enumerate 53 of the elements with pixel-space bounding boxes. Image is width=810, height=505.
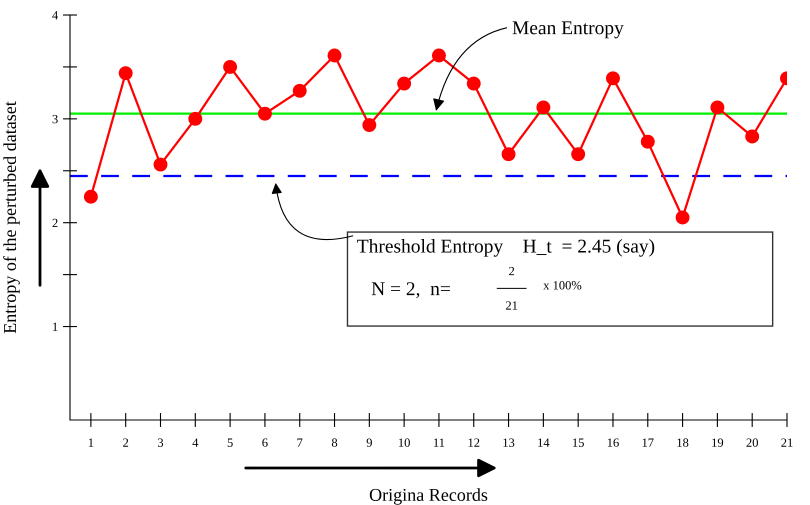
point	[710, 100, 724, 114]
annotation: 2	[509, 266, 514, 276]
point	[292, 84, 307, 98]
x-tick-label: 13	[503, 438, 514, 447]
x-tick-label: 20	[746, 438, 758, 447]
point	[432, 48, 446, 62]
point	[640, 134, 655, 149]
x-tick-label: 10	[398, 438, 410, 447]
point	[223, 60, 238, 74]
x-tick-label: 19	[712, 438, 724, 447]
x-axis-title: Origina Records	[370, 488, 488, 505]
ref-line-label: Mean Entropy	[512, 21, 624, 38]
point	[745, 130, 760, 144]
x-tick-label: 11	[434, 438, 444, 447]
point	[536, 100, 550, 114]
point	[571, 147, 586, 162]
x-tick-label: 18	[677, 438, 688, 447]
x-tick-label: 17	[642, 438, 654, 447]
y-tick-label: 3	[52, 114, 58, 124]
point	[84, 190, 98, 204]
point	[154, 158, 168, 172]
annotation: x 100%	[543, 281, 582, 290]
x-tick-label: 12	[468, 438, 480, 447]
x-tick-label: 9	[366, 438, 372, 447]
x-tick-label: 15	[573, 438, 584, 447]
x-tick-label: 6	[262, 438, 268, 447]
y-tick-label: 2	[52, 218, 58, 228]
y-tick-label: 1	[53, 322, 58, 331]
point	[606, 71, 620, 86]
point	[397, 76, 412, 90]
x-tick-label: 16	[608, 438, 619, 447]
x-tick-label: 2	[123, 438, 128, 447]
point	[258, 106, 272, 121]
point	[328, 48, 342, 62]
annotation: N = 2, n=	[372, 282, 450, 298]
x-tick-label: 3	[158, 438, 164, 447]
x-tick-label: 1	[88, 438, 94, 447]
annotation: 21	[506, 301, 518, 310]
point	[362, 118, 376, 132]
y-axis-title: Entropy of the perturbed dataset	[3, 101, 20, 334]
x-tick-label: 4	[192, 438, 198, 447]
point	[188, 112, 202, 126]
point	[118, 66, 133, 80]
point	[676, 210, 690, 224]
x-tick-label: 14	[538, 438, 550, 447]
y-tick-label: 4	[52, 11, 58, 20]
point	[502, 147, 516, 162]
x-tick-label: 7	[297, 438, 302, 447]
x-tick-label: 21	[781, 438, 792, 447]
x-tick-label: 8	[332, 438, 338, 447]
x-tick-label: 5	[228, 438, 233, 447]
point	[466, 76, 481, 90]
annotation: Threshold Entropy H_t = 2.45 (say)	[357, 239, 654, 257]
